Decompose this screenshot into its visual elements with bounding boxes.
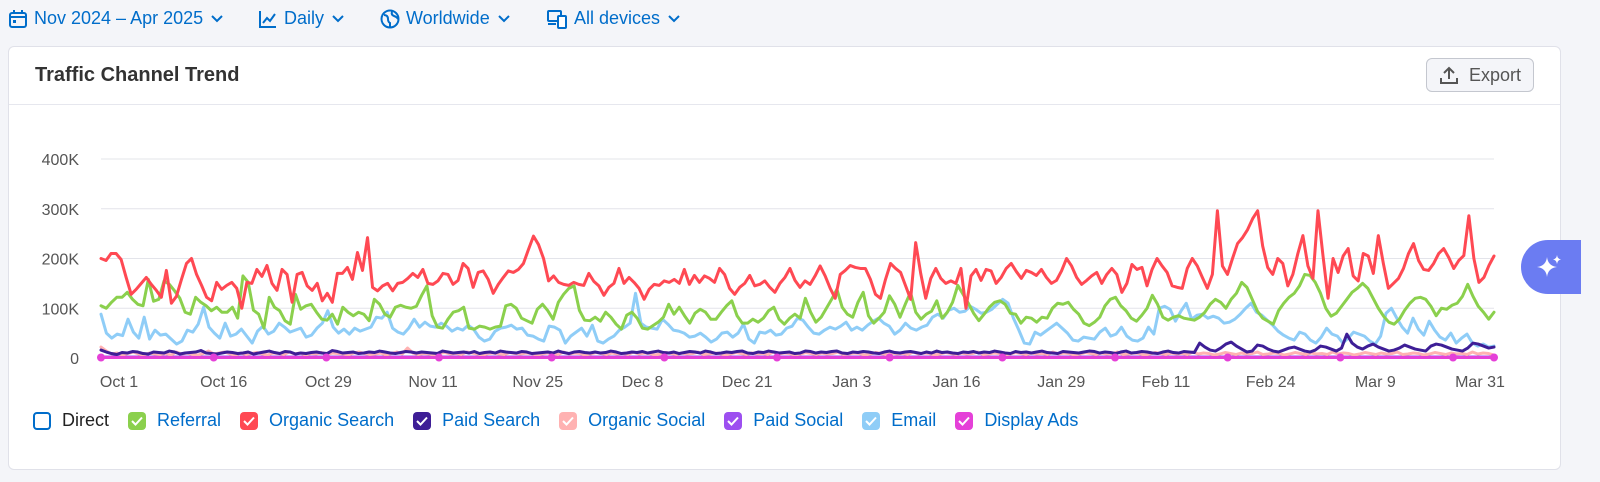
sparkle-icon [1537,255,1561,277]
x-tick-label: Dec 21 [722,374,773,391]
display-ads-marker [435,353,444,362]
x-tick-label: Oct 29 [305,374,352,391]
legend-checkbox[interactable] [559,411,578,430]
date-range-filter[interactable]: Nov 2024 – Apr 2025 [8,8,223,29]
date-range-label: Nov 2024 – Apr 2025 [34,8,204,28]
card-header: Traffic Channel Trend Export [9,47,1560,105]
card-title: Traffic Channel Trend [35,64,240,86]
region-filter[interactable]: Worldwide [380,8,510,29]
display-ads-marker [1490,353,1498,362]
legend-checkbox[interactable] [128,411,147,430]
export-label: Export [1468,64,1522,85]
legend-label: Paid Social [753,410,844,430]
filter-bar: Nov 2024 – Apr 2025 Daily Worldwide All … [0,0,1600,42]
y-tick-label: 100K [42,301,80,318]
upload-icon [1439,66,1458,84]
chevron-down-icon [211,14,223,22]
x-tick-label: Jan 3 [832,374,871,391]
line-chart-icon [259,10,276,28]
chart-legend: Direct Referral Organic Search Paid Search O… [33,410,1097,431]
traffic-line-chart: 0 100K 200K 300K 400K Oct 1 Oct 16 Oct 29 Nov 1… [42,152,1505,391]
x-tick-label: Nov 25 [512,374,563,391]
legend-label: Email [891,410,937,430]
legend-label: Organic Social [588,410,706,430]
x-tick-label: Feb 11 [1142,374,1191,391]
x-tick-label: Mar 9 [1355,374,1396,391]
legend-item-paid-search[interactable]: Paid Search [413,410,540,431]
display-ads-marker [322,353,331,362]
legend-checkbox[interactable] [33,411,51,430]
chevron-down-icon [668,14,680,22]
granularity-label: Daily [284,8,325,28]
x-tick-label: Mar 31 [1455,374,1505,391]
legend-label: Paid Search [442,410,541,430]
y-tick-label: 0 [70,351,79,368]
legend-item-paid-social[interactable]: Paid Social [724,410,843,431]
display-ads-marker [885,353,894,362]
devices-filter[interactable]: All devices [546,8,680,29]
y-tick-label: 200K [42,252,80,269]
display-ads-marker [998,353,1007,362]
display-ads-marker [1223,353,1232,362]
x-tick-label: Jan 16 [933,374,981,391]
legend-checkbox[interactable] [724,411,743,430]
x-axis-ticks: Oct 1 Oct 16 Oct 29 Nov 11 Nov 25 Dec 8 Dec 21… [100,374,1505,391]
y-tick-label: 400K [42,152,80,169]
legend-label: Referral [157,410,222,430]
display-ads-marker [1336,353,1345,362]
calendar-icon [9,9,27,28]
legend-item-organic-social[interactable]: Organic Social [559,410,705,431]
globe-icon [380,9,400,28]
legend-label: Organic Search [269,410,395,430]
region-label: Worldwide [406,8,490,28]
display-ads-marker [1111,353,1120,362]
legend-item-email[interactable]: Email [862,410,936,431]
export-button[interactable]: Export [1426,58,1534,92]
devices-label: All devices [574,8,661,28]
assistant-button[interactable] [1521,240,1581,294]
traffic-channel-trend-card: Traffic Channel Trend Export 0 100K 200K 30… [8,46,1561,470]
x-tick-label: Jan 29 [1037,374,1085,391]
legend-checkbox[interactable] [240,411,259,430]
legend-checkbox[interactable] [955,411,974,430]
legend-item-referral[interactable]: Referral [128,410,221,431]
granularity-filter[interactable]: Daily [258,8,344,29]
y-axis-ticks: 0 100K 200K 300K 400K [42,152,80,368]
chart-markers [97,353,1498,362]
legend-label: Direct [62,410,110,430]
legend-item-display-ads[interactable]: Display Ads [955,410,1078,431]
display-ads-marker [547,353,556,362]
legend-checkbox[interactable] [862,411,881,430]
legend-label: Display Ads [984,410,1079,430]
display-ads-marker [97,353,105,362]
x-tick-label: Oct 1 [100,374,138,391]
legend-checkbox[interactable] [413,411,432,430]
chevron-down-icon [497,14,510,22]
series-line-paid-search [99,332,1496,357]
y-tick-label: 300K [42,202,80,219]
display-ads-marker [1449,353,1458,362]
devices-icon [547,9,567,29]
x-tick-label: Feb 24 [1246,374,1296,391]
display-ads-marker [773,353,782,362]
display-ads-marker [209,353,218,362]
x-tick-label: Dec 8 [622,374,664,391]
x-tick-label: Oct 16 [200,374,247,391]
legend-item-direct[interactable]: Direct [33,410,109,431]
x-tick-label: Nov 11 [408,374,458,391]
chevron-down-icon [332,14,344,22]
series-line-referral [99,272,1496,331]
chart-grid [101,158,1494,359]
chart-series [99,209,1496,359]
series-line-organic-search [99,209,1496,310]
display-ads-marker [660,353,669,362]
legend-item-organic-search[interactable]: Organic Search [240,410,394,431]
